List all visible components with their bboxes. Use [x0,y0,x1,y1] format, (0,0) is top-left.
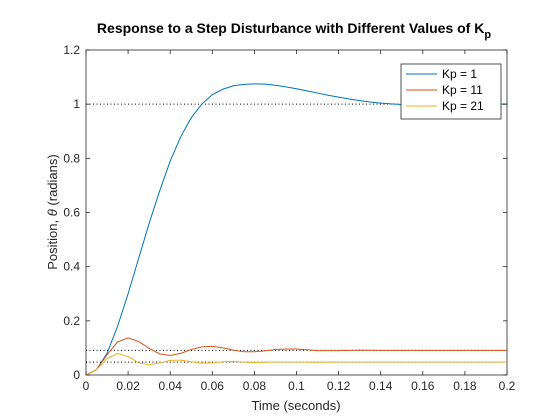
legend-label: Kp = 1 [442,67,477,81]
y-axis-label: Position, θ (radians) [45,154,60,269]
series-line [85,352,507,376]
legend-box [400,63,502,120]
x-tick-label: 0.16 [411,379,435,393]
x-tick-label: 0 [83,379,90,393]
y-tick-label: 0.8 [63,151,80,165]
y-tick-label: 1 [73,97,80,111]
x-tick-label: 0.04 [159,379,183,393]
chart-title: Response to a Step Disturbance with Diff… [97,20,491,41]
x-tick-label: 0.1 [288,379,305,393]
x-tick-label: 0.12 [327,379,351,393]
x-tick-label: 0.08 [243,379,267,393]
x-tick-label: 0.18 [453,379,477,393]
y-tick-label: 0 [73,368,80,382]
x-tick-label: 0.14 [369,379,393,393]
x-axis-label: Time (seconds) [251,398,340,413]
y-tick-label: 0.2 [63,314,80,328]
y-axis-label-suffix: (radians) [45,154,60,209]
y-axis-label-prefix: Position, [45,216,60,269]
legend-label: Kp = 11 [442,83,483,97]
y-tick-label: 1.2 [63,43,80,57]
x-axis-ticks: 0 0.02 0.04 0.06 0.08 0.1 0.12 0.14 0.16 0.18 0.2 [83,50,516,393]
x-tick-label: 0.02 [116,379,140,393]
y-axis-ticks: 0 0.2 0.4 0.6 0.8 1 1.2 [63,43,507,382]
x-tick-label: 0.2 [499,379,516,393]
chart-title-main: Response to a Step Disturbance with Diff… [97,20,484,36]
chart-title-subscript: p [484,29,491,41]
legend-label: Kp = 21 [442,99,484,113]
series-line [85,337,507,376]
legend: Kp = 1 Kp = 11 Kp = 21 [400,63,502,120]
y-tick-label: 0.4 [63,260,80,274]
x-tick-label: 0.06 [201,379,225,393]
y-tick-label: 0.6 [63,206,80,220]
y-axis-label-symbol: θ [45,209,60,216]
